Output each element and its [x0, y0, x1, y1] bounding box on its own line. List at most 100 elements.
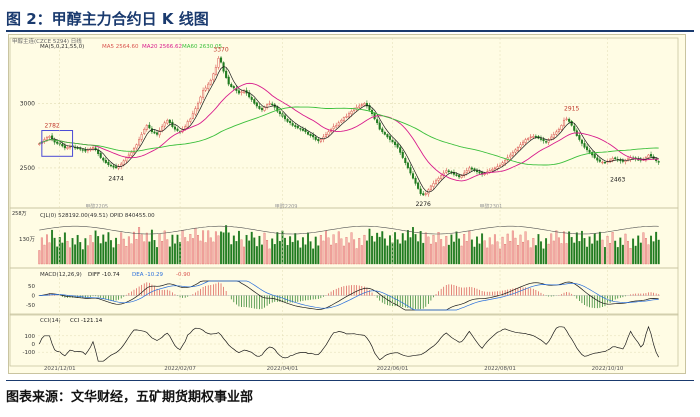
volume-bar — [537, 234, 540, 265]
volume-bar — [524, 231, 527, 265]
candle-down — [422, 193, 425, 196]
price-annotation: 2463 — [610, 177, 625, 184]
volume-bar — [271, 238, 274, 265]
candle-up — [48, 136, 51, 138]
ma-legend-item: MA5 2564.60 — [102, 44, 139, 50]
volume-bar — [296, 240, 299, 265]
candle-down — [304, 129, 307, 133]
candle-up — [562, 119, 566, 126]
volume-bar — [565, 243, 568, 265]
candle-down — [447, 170, 450, 173]
x-tick-label: 2022/02/07 — [164, 366, 196, 372]
candle-up — [555, 131, 558, 135]
volume-bar — [378, 236, 381, 265]
candle-down — [289, 120, 292, 124]
macd-legend-item: DIFF -10.74 — [88, 272, 120, 278]
volume-bar — [616, 247, 619, 265]
candle-down — [317, 139, 320, 142]
candle-down — [248, 92, 251, 98]
candle-down — [478, 171, 481, 174]
volume-bar — [440, 239, 443, 265]
volume-bar — [470, 239, 473, 265]
x-tick-label: 2022/10/10 — [592, 366, 624, 372]
volume-bar — [153, 240, 156, 265]
volume-bar — [61, 242, 64, 265]
candle-down — [94, 147, 97, 151]
volume-bar — [504, 244, 507, 265]
volume-bar — [417, 241, 420, 265]
volume-bar — [342, 245, 345, 265]
volume-bar — [488, 237, 491, 265]
volume-bar — [74, 244, 77, 265]
candle-down — [419, 188, 422, 194]
volume-bar — [317, 245, 320, 265]
volume-bar — [301, 237, 304, 265]
volume-bar — [406, 230, 409, 265]
candle-up — [196, 103, 200, 109]
candle-down — [227, 76, 230, 85]
volume-bar — [394, 232, 397, 265]
volume-bar — [652, 241, 655, 265]
volume-bar — [519, 234, 522, 265]
candle-up — [138, 139, 141, 146]
volume-bar — [619, 237, 622, 265]
candle-down — [296, 126, 299, 129]
volume-bar — [499, 248, 501, 265]
candle-up — [434, 180, 438, 184]
volume-bar — [86, 245, 89, 265]
volume-bar — [647, 244, 650, 265]
volume-bar — [135, 239, 138, 265]
candle-up — [135, 144, 138, 149]
cci-tick-label: 0 — [32, 342, 36, 348]
volume-bar — [209, 237, 212, 265]
volume-bar — [76, 234, 79, 265]
ma60-line — [39, 106, 659, 166]
volume-bar — [117, 244, 120, 265]
volume-bar — [273, 244, 276, 265]
candle-up — [360, 104, 363, 106]
volume-bar — [555, 230, 558, 265]
volume-bar — [173, 243, 176, 265]
volume-bar — [358, 238, 361, 265]
candle-down — [470, 167, 473, 170]
volume-bar — [248, 240, 251, 265]
volume-bar — [437, 232, 440, 265]
candle-down — [171, 121, 174, 127]
volume-bar — [289, 236, 292, 265]
volume-bar — [542, 248, 545, 265]
volume-bar — [486, 247, 489, 265]
volume-bar — [534, 245, 537, 265]
volume-bar — [268, 248, 271, 265]
macd-tick-label: 50 — [28, 284, 35, 290]
chart-header: 甲醇主连(CZCE 5294) 日线 — [12, 37, 82, 45]
volume-bar — [222, 232, 225, 265]
candle-up — [532, 136, 535, 138]
candle-down — [388, 136, 391, 140]
candle-down — [578, 135, 581, 140]
candle-down — [539, 138, 543, 140]
candle-up — [647, 154, 650, 158]
volume-bar — [552, 240, 555, 265]
volume-bar — [125, 246, 128, 265]
candle-down — [619, 159, 622, 162]
volume-bar — [368, 228, 371, 265]
candle-up — [327, 131, 330, 136]
volume-bar — [455, 231, 458, 265]
volume-bar — [381, 231, 384, 265]
candle-up — [337, 122, 340, 126]
candle-up — [445, 170, 448, 173]
price-tick-label: 3000 — [20, 100, 35, 107]
candle-down — [81, 149, 84, 151]
candle-up — [202, 90, 205, 98]
candle-down — [312, 134, 315, 138]
candle-up — [204, 87, 207, 91]
volume-bar — [604, 246, 606, 265]
volume-bar — [621, 244, 624, 265]
panel-frame-3 — [9, 313, 679, 367]
volume-bar — [325, 230, 327, 265]
candle-up — [240, 91, 243, 93]
candle-down — [417, 182, 420, 189]
volume-bar — [71, 238, 74, 265]
candle-down — [409, 167, 412, 174]
candle-up — [552, 134, 555, 138]
